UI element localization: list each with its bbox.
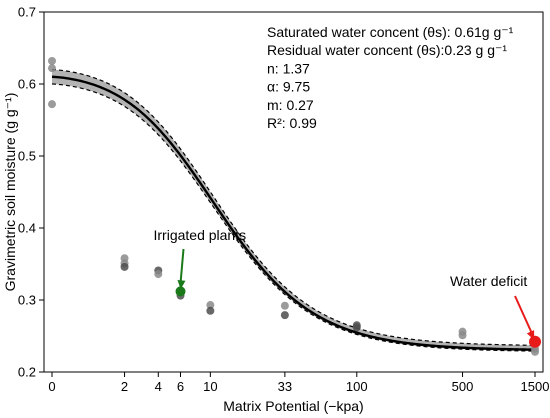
y-tick-label: 0.6 [18, 77, 36, 92]
data-point [48, 100, 56, 109]
x-tick-label: 0 [48, 379, 55, 394]
x-tick-label: 2 [121, 379, 128, 394]
data-point [48, 56, 56, 65]
x-tick-label: 100 [346, 379, 368, 394]
data-point [280, 301, 289, 310]
x-tick-label: 6 [177, 379, 184, 394]
callout-arrowhead [177, 280, 186, 290]
y-axis: 0.2 0.3 0.4 0.5 0.6 0.7 [18, 5, 44, 380]
callout-layer: Irrigated plants Water deficit [154, 227, 541, 348]
callout-marker [175, 286, 186, 297]
data-point [531, 347, 539, 356]
x-axis-title: Matrix Potential (−kpa) [223, 398, 363, 414]
fit-parameters-annotation: Saturated water concent (θs): 0.61g g⁻¹ R… [267, 24, 514, 131]
y-tick-label: 0.7 [18, 5, 36, 20]
y-tick-label: 0.2 [18, 365, 36, 380]
data-point [352, 323, 361, 332]
fit-parameter-line: m: 0.27 [267, 97, 314, 113]
fit-line [51, 75, 536, 351]
confidence-band-layer [51, 69, 536, 352]
data-point [280, 311, 289, 320]
y-tick-label: 0.4 [18, 221, 36, 236]
data-point [154, 270, 163, 279]
data-point [120, 262, 129, 271]
x-axis: 0 2 4 6 10 33 100 500 1500 [48, 372, 549, 394]
fit-parameter-line: Saturated water concent (θs): 0.61g g⁻¹ [267, 24, 514, 40]
confidence-band [52, 69, 535, 352]
x-tick-label: 1500 [521, 379, 550, 394]
lower-bound-line [51, 83, 536, 352]
data-point [206, 301, 215, 310]
fit-parameter-line: α: 9.75 [267, 79, 310, 95]
data-point [206, 306, 215, 315]
callout-label: Water deficit [450, 273, 527, 289]
x-tick-label: 33 [278, 379, 292, 394]
callout-marker [529, 335, 541, 348]
x-tick-label: 10 [203, 379, 217, 394]
data-point [458, 331, 467, 340]
x-tick-label: 4 [155, 379, 162, 394]
fit-curve-layer [51, 75, 536, 351]
fit-parameter-line: R²: 0.99 [267, 115, 317, 131]
plot-frame [43, 11, 544, 373]
x-tick-label: 500 [452, 379, 474, 394]
y-axis-title: Gravimetric soil moisture (g g⁻¹) [2, 93, 18, 292]
fit-parameter-line: Residual water concent (θs):0.23 g g⁻¹ [267, 42, 507, 58]
upper-bound-line [51, 69, 536, 346]
data-point [48, 64, 56, 73]
callout-label: Irrigated plants [154, 227, 247, 243]
callout-arrow-line [179, 248, 185, 284]
callout-arrow-line [514, 295, 534, 337]
y-tick-label: 0.5 [18, 149, 36, 164]
y-tick-label: 0.3 [18, 293, 36, 308]
fit-parameter-line: n: 1.37 [267, 60, 310, 76]
